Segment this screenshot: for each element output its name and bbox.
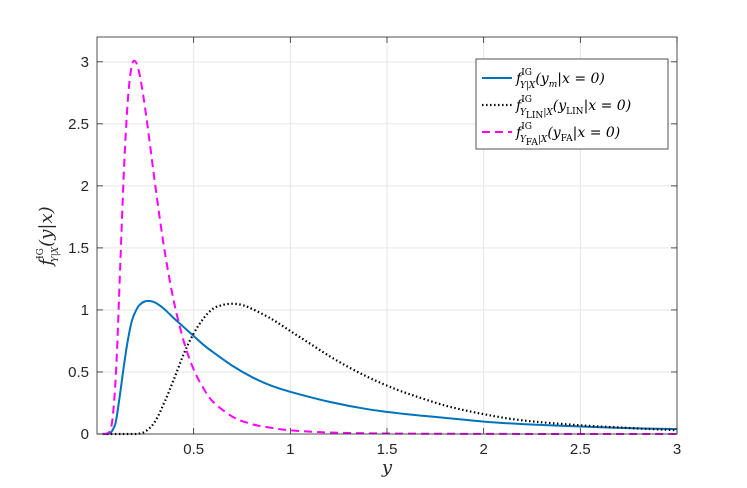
y-tick-label: 2.5 (68, 116, 89, 133)
series-line-3 (102, 59, 677, 436)
y-tick-label: 1.5 (68, 240, 89, 257)
series-layer (102, 59, 678, 436)
legend-entry-2: fIG YLIN|X(yLIN|x = 0) (515, 95, 631, 121)
x-tick-label: 3 (673, 441, 681, 458)
grid (97, 37, 678, 435)
y-tick-label: 0 (81, 426, 89, 443)
x-tick-label: 1.5 (377, 441, 398, 458)
y-tick-label: 2 (81, 178, 89, 195)
x-tick-label: 1 (286, 441, 294, 458)
x-axis-label: y (381, 457, 393, 478)
ticks (97, 37, 678, 435)
series-line-1 (102, 299, 678, 435)
legend: fIG Y|X(ym|x = 0) fIG YLIN|X(yLIN|x = 0)fIG… (475, 58, 669, 150)
y-label-sub: Y|X (51, 246, 61, 262)
tick-labels: 0.5 1 1.5 2 2.5 3 0 0.5 1 1.5 2 2.5 3 (68, 54, 681, 458)
x-tick-label: 2.5 (570, 441, 591, 458)
x-tick-label: 2 (479, 441, 487, 458)
legend-box (475, 58, 669, 150)
y-label-sup: IG (36, 248, 46, 259)
y-label-arg: (y|x) (36, 206, 57, 246)
legend-entry-3: fIG YFA|X(yFA|x = 0) (515, 122, 620, 148)
legend-entry-1: fIG Y|X(ym|x = 0) (515, 68, 605, 91)
x-tick-label: 0.5 (183, 441, 204, 458)
y-tick-label: 0.5 (68, 364, 89, 381)
y-tick-label: 1 (81, 302, 89, 319)
y-axis-label: fIG Y|X(y|x) (36, 206, 61, 267)
y-tick-label: 3 (81, 54, 89, 71)
